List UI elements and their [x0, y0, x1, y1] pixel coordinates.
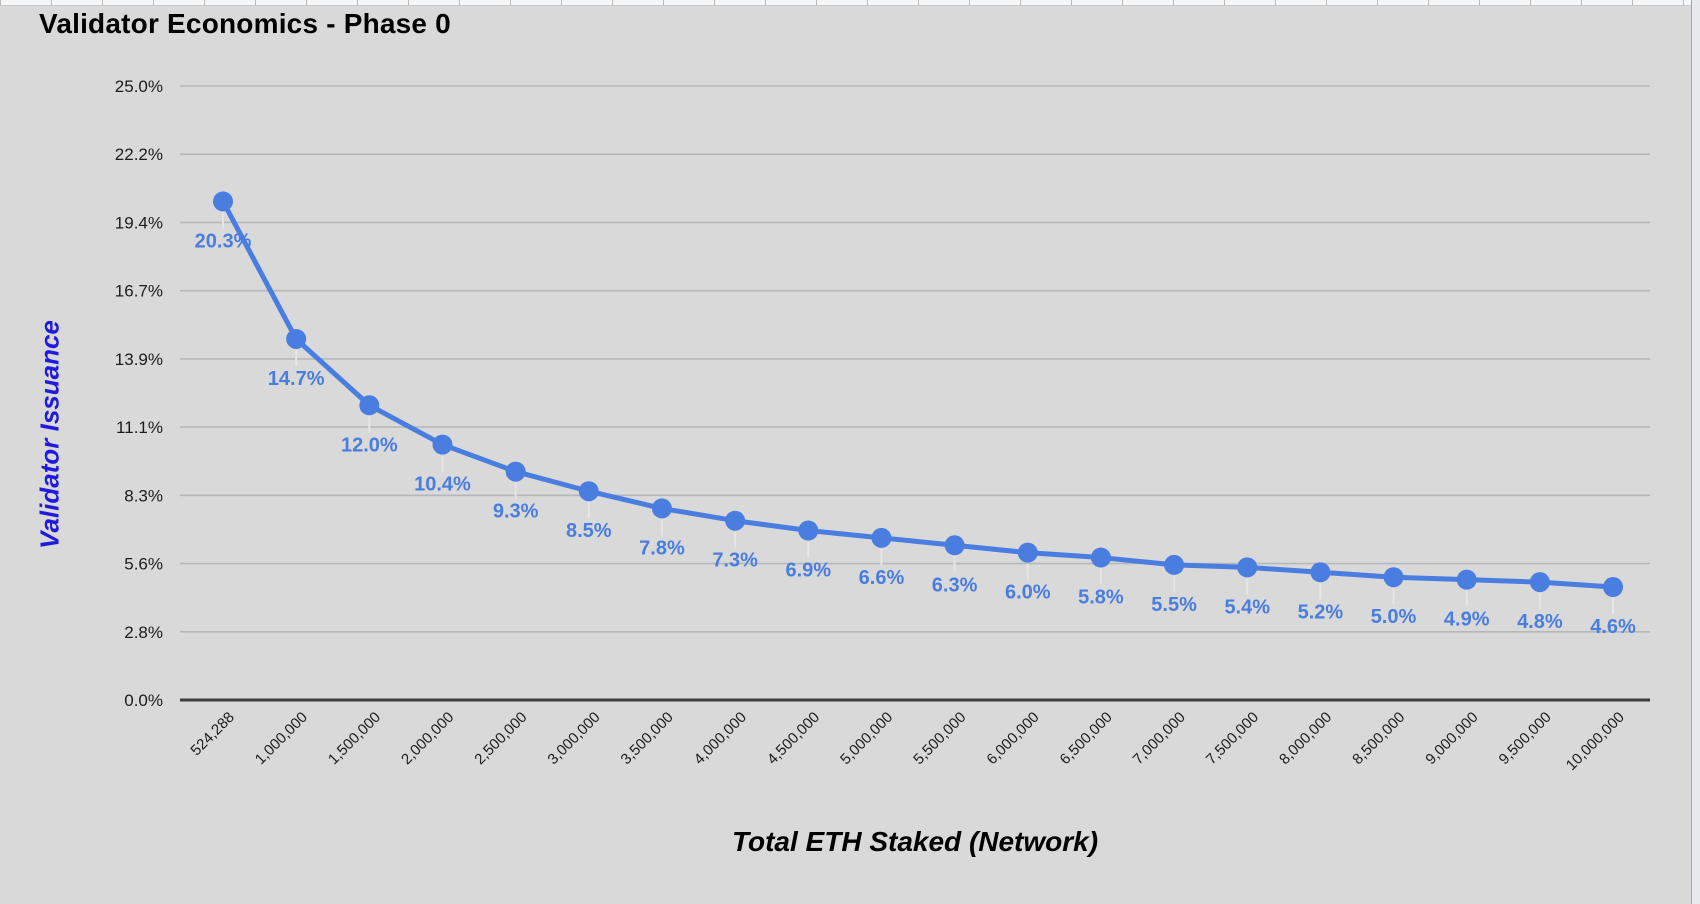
y-tick-label: 13.9%	[115, 350, 163, 369]
y-tick-label: 19.4%	[115, 213, 163, 232]
x-tick-label: 7,000,000	[1130, 709, 1189, 768]
x-tick-label: 9,500,000	[1495, 709, 1554, 768]
data-point[interactable]	[1237, 557, 1258, 578]
data-point[interactable]	[651, 498, 672, 519]
x-tick-label: 4,000,000	[691, 709, 750, 768]
data-point-label: 8.5%	[566, 520, 612, 542]
spreadsheet-right-edge	[1691, 0, 1700, 904]
data-point[interactable]	[1603, 577, 1624, 598]
data-point[interactable]	[1456, 569, 1477, 590]
x-axis-title: Total ETH Staked (Network)	[731, 826, 1099, 857]
x-tick-label: 3,000,000	[544, 709, 603, 768]
data-point-label: 6.9%	[785, 560, 831, 582]
x-tick-label: 1,500,000	[325, 709, 384, 768]
x-tick-label: 1,000,000	[252, 709, 311, 768]
data-point-label: 20.3%	[195, 230, 252, 252]
data-point-label: 14.7%	[268, 368, 325, 390]
y-tick-label: 0.0%	[124, 691, 163, 710]
data-point[interactable]	[505, 461, 526, 482]
x-tick-label: 524,288	[187, 709, 237, 759]
x-tick-label: 6,500,000	[1057, 709, 1116, 768]
y-tick-label: 22.2%	[115, 145, 163, 164]
data-point-label: 5.8%	[1078, 587, 1124, 609]
data-point-label: 5.0%	[1371, 606, 1417, 628]
x-tick-label: 9,000,000	[1422, 709, 1481, 768]
data-point-label: 5.5%	[1151, 594, 1197, 616]
y-tick-label: 5.6%	[124, 555, 163, 574]
data-point[interactable]	[213, 191, 233, 212]
data-point[interactable]	[286, 328, 307, 349]
y-tick-label: 16.7%	[115, 282, 163, 301]
data-point[interactable]	[871, 527, 892, 548]
y-tick-label: 2.8%	[124, 623, 163, 642]
x-tick-label: 5,500,000	[910, 709, 969, 768]
data-point-label: 12.0%	[341, 434, 398, 456]
x-tick-label: 8,000,000	[1276, 709, 1335, 768]
data-point-label: 6.0%	[1005, 582, 1051, 604]
data-point[interactable]	[432, 434, 453, 455]
data-point[interactable]	[1383, 567, 1404, 588]
data-point[interactable]	[1164, 554, 1185, 575]
x-tick-label: 10,000,000	[1563, 709, 1628, 774]
y-tick-label: 25.0%	[115, 77, 163, 96]
x-tick-label: 8,500,000	[1349, 709, 1408, 768]
data-point[interactable]	[944, 535, 965, 556]
data-point-label: 9.3%	[493, 501, 539, 523]
x-tick-label: 5,000,000	[837, 709, 896, 768]
y-tick-label: 8.3%	[124, 486, 163, 505]
data-point-label: 10.4%	[414, 474, 471, 496]
data-point[interactable]	[798, 520, 819, 541]
data-point-label: 4.6%	[1590, 616, 1636, 638]
x-tick-label: 6,000,000	[983, 709, 1042, 768]
data-point-label: 7.3%	[712, 550, 758, 572]
y-axis-title: Validator Issuance	[34, 320, 65, 549]
data-point[interactable]	[1529, 572, 1550, 593]
data-point-label: 4.8%	[1517, 611, 1563, 633]
y-tick-label: 11.1%	[116, 418, 163, 437]
data-point[interactable]	[1017, 542, 1038, 563]
data-point[interactable]	[1090, 547, 1111, 568]
x-tick-label: 4,500,000	[764, 709, 823, 768]
data-point-label: 4.9%	[1444, 609, 1490, 631]
data-point-label: 6.6%	[859, 567, 905, 589]
data-point[interactable]	[359, 395, 380, 416]
spreadsheet-top-edge	[0, 0, 1692, 6]
x-tick-label: 7,500,000	[1203, 709, 1262, 768]
chart-title: Validator Economics - Phase 0	[39, 8, 451, 39]
x-tick-label: 2,500,000	[471, 709, 530, 768]
data-point-label: 5.4%	[1224, 596, 1270, 618]
x-tick-label: 2,000,000	[398, 709, 457, 768]
data-point-label: 6.3%	[932, 574, 978, 596]
data-point-label: 5.2%	[1298, 601, 1344, 623]
data-point[interactable]	[578, 481, 599, 502]
data-point[interactable]	[1310, 562, 1331, 583]
data-point[interactable]	[725, 510, 746, 531]
x-tick-label: 3,500,000	[618, 709, 677, 768]
data-point-label: 7.8%	[639, 537, 685, 559]
series-line	[220, 198, 1616, 590]
